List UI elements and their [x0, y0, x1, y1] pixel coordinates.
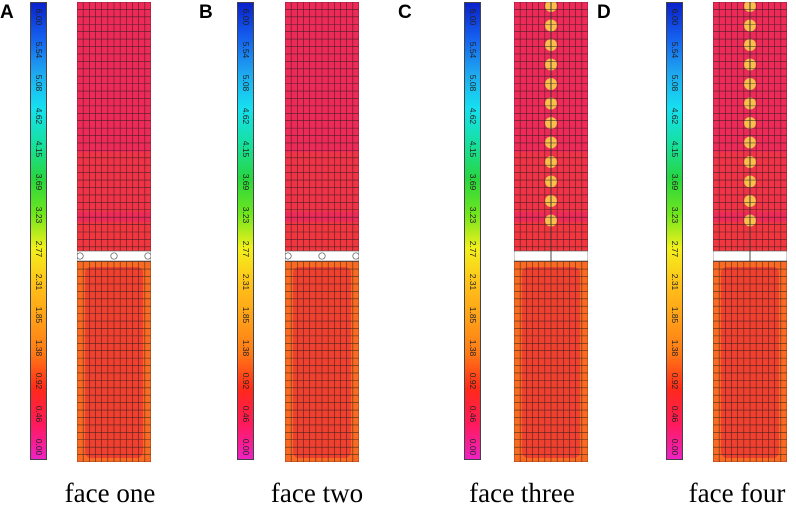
- colorbar: 6.00 5.54 5.08 4.62 4.15 3.69 3.23 2.77 2.31 1.85…: [30, 2, 47, 460]
- colorbar-tick-label: 1.85: [34, 306, 44, 323]
- colorbar-ticks: 6.00 5.54 5.08 4.62 4.15 3.69 3.23 2.77 2.31 1.85…: [667, 3, 682, 459]
- colorbar-tick-label: 5.08: [670, 74, 680, 92]
- colorbar-ticks: 6.00 5.54 5.08 4.62 4.15 3.69 3.23 2.77 2.31 1.85…: [465, 3, 480, 459]
- panel-caption: face one: [64, 478, 156, 508]
- panel-b: B 6.00 5.54 5.08 4.62 4.15 3.69 3.23 2.77 2.31 1.…: [199, 0, 398, 510]
- colorbar-tick-label: 6.00: [468, 8, 478, 26]
- colorbar-tick-label: 5.54: [34, 41, 44, 59]
- mesh-grid: [285, 2, 359, 462]
- colorbar-tick-label: 0.46: [241, 405, 251, 423]
- colorbar-tick-label: 4.62: [670, 107, 680, 125]
- panel-d: D 6.00 5.54 5.08 4.62 4.15 3.69 3.23 2.77 2.31 1.…: [597, 0, 796, 510]
- stress-contour-plot: [285, 2, 359, 462]
- colorbar-tick-label: 3.23: [34, 207, 44, 224]
- colorbar-tick-label: 5.54: [241, 41, 251, 59]
- colorbar-tick-label: 4.15: [34, 141, 44, 158]
- colorbar-tick-label: 4.15: [670, 141, 680, 158]
- interface-gap: [77, 250, 151, 262]
- colorbar-tick-label: 2.31: [468, 273, 478, 290]
- mesh-grid: [77, 2, 151, 462]
- colorbar-tick-label: 4.15: [468, 141, 478, 158]
- colorbar-ticks: 6.00 5.54 5.08 4.62 4.15 3.69 3.23 2.77 2.31 1.85…: [238, 3, 253, 459]
- interface-node: [352, 252, 359, 260]
- colorbar-tick-label: 0.92: [468, 372, 478, 390]
- colorbar-tick-label: 1.38: [241, 339, 251, 357]
- colorbar-tick-label: 1.38: [34, 339, 44, 357]
- colorbar-tick-label: 5.08: [34, 74, 44, 92]
- interface-node: [144, 252, 151, 260]
- colorbar-tick-label: 5.08: [468, 74, 478, 92]
- colorbar-ticks: 6.00 5.54 5.08 4.62 4.15 3.69 3.23 2.77 2.31 1.85…: [31, 3, 46, 459]
- colorbar-tick-label: 6.00: [34, 8, 44, 26]
- interface-node: [110, 252, 118, 260]
- colorbar-tick-label: 2.77: [34, 240, 44, 257]
- interface-node: [285, 252, 292, 260]
- colorbar-tick-label: 1.38: [670, 339, 680, 357]
- panel-letter: D: [597, 2, 611, 23]
- interface-node: [318, 252, 326, 260]
- panel-caption: face three: [469, 478, 575, 508]
- colorbar-tick-label: 0.92: [34, 372, 44, 390]
- stress-contour-plot: [713, 2, 787, 462]
- colorbar-tick-label: 3.69: [670, 174, 680, 191]
- panel-caption: face two: [270, 478, 364, 508]
- panel-letter: C: [398, 2, 412, 23]
- colorbar-tick-label: 2.31: [670, 273, 680, 290]
- colorbar-tick-label: 1.85: [241, 306, 251, 323]
- colorbar-tick-label: 3.23: [468, 207, 478, 224]
- colorbar-tick-label: 2.31: [34, 273, 44, 290]
- colorbar-tick-label: 4.62: [34, 107, 44, 125]
- colorbar-tick-label: 0.00: [670, 438, 680, 456]
- colorbar-tick-label: 1.38: [468, 339, 478, 357]
- colorbar-tick-label: 0.46: [34, 405, 44, 423]
- colorbar-tick-label: 3.69: [468, 174, 478, 191]
- colorbar-tick-label: 0.00: [468, 438, 478, 456]
- colorbar-tick-label: 2.77: [670, 240, 680, 257]
- colorbar-tick-label: 4.62: [468, 107, 478, 125]
- colorbar-tick-label: 3.69: [241, 174, 251, 191]
- colorbar-tick-label: 3.23: [670, 207, 680, 224]
- colorbar-tick-label: 4.15: [241, 141, 251, 158]
- colorbar-tick-label: 2.77: [241, 240, 251, 257]
- colorbar-tick-label: 6.00: [670, 8, 680, 26]
- panel-c: C 6.00 5.54 5.08 4.62 4.15 3.69 3.23 2.77 2.31 1.…: [398, 0, 597, 510]
- colorbar-tick-label: 0.92: [241, 372, 251, 390]
- colorbar-tick-label: 1.85: [468, 306, 478, 323]
- interface-gap: [285, 250, 359, 262]
- colorbar-tick-label: 2.77: [468, 240, 478, 257]
- colorbar: 6.00 5.54 5.08 4.62 4.15 3.69 3.23 2.77 2.31 1.85…: [237, 2, 254, 460]
- panel-letter: A: [0, 2, 14, 23]
- colorbar-tick-label: 0.92: [670, 372, 680, 390]
- colorbar-tick-label: 0.00: [34, 438, 44, 456]
- colorbar-tick-label: 2.31: [241, 273, 251, 290]
- stress-contour-plot: [77, 2, 151, 462]
- panel-a: A 6.00 5.54 5.08 4.62 4.15 3.69 3.23 2.77 2.31 1.…: [0, 0, 199, 510]
- colorbar: 6.00 5.54 5.08 4.62 4.15 3.69 3.23 2.77 2.31 1.85…: [666, 2, 683, 460]
- interface-node: [77, 252, 84, 260]
- panel-caption: face four: [688, 478, 786, 508]
- colorbar-tick-label: 6.00: [241, 8, 251, 26]
- colorbar-tick-label: 0.46: [670, 405, 680, 423]
- colorbar-tick-label: 0.00: [241, 438, 251, 456]
- colorbar-tick-label: 5.54: [670, 41, 680, 59]
- colorbar-tick-label: 5.54: [468, 41, 478, 59]
- colorbar-tick-label: 5.08: [241, 74, 251, 92]
- colorbar-tick-label: 3.23: [241, 207, 251, 224]
- stress-contour-plot: [514, 2, 588, 462]
- colorbar-tick-label: 0.46: [468, 405, 478, 423]
- colorbar-tick-label: 3.69: [34, 174, 44, 191]
- colorbar: 6.00 5.54 5.08 4.62 4.15 3.69 3.23 2.77 2.31 1.85…: [464, 2, 481, 460]
- colorbar-tick-label: 4.62: [241, 107, 251, 125]
- panel-letter: B: [199, 2, 213, 23]
- colorbar-tick-label: 1.85: [670, 306, 680, 323]
